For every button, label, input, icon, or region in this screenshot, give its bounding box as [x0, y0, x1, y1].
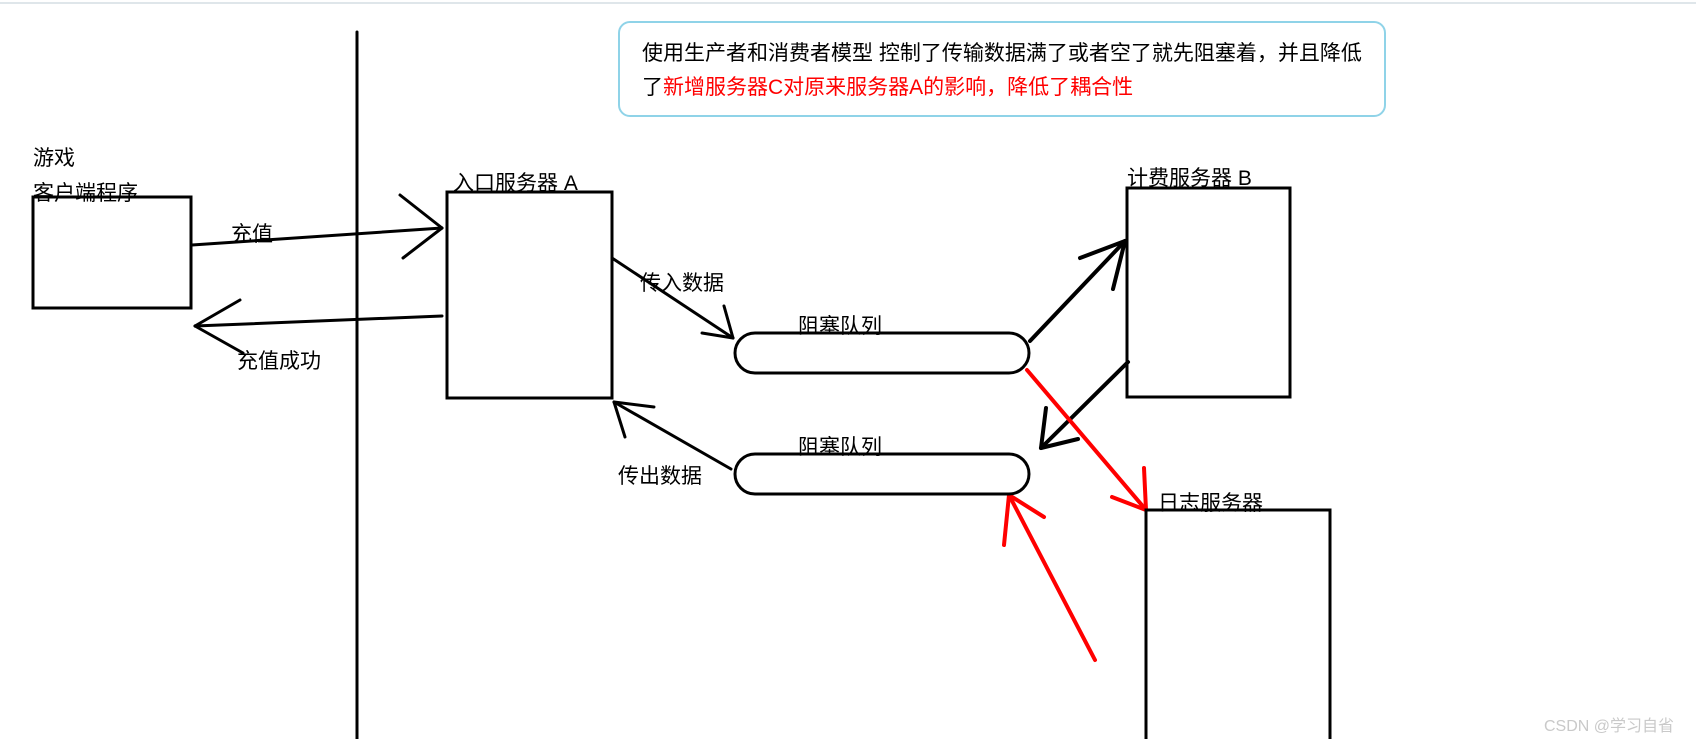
- callout-line2-red: 新增服务器C对原来服务器A的影响，降低了耦合性: [663, 76, 1133, 99]
- label-server-a: 入口服务器 A: [453, 167, 578, 197]
- watermark-text: CSDN @学习自省: [1544, 712, 1674, 736]
- label-server-b: 计费服务器 B: [1127, 162, 1252, 192]
- label-server-log: 日志服务器: [1158, 487, 1263, 517]
- label-recharge-ok: 充值成功: [237, 345, 321, 375]
- label-client-l1: 游戏: [33, 142, 75, 172]
- label-queue-1: 阻塞队列: [798, 310, 882, 340]
- callout-line1: 使用生产者和消费者模型 控制了传输数据满了或者空了就先阻塞着，并且降低: [642, 37, 1362, 71]
- label-recharge: 充值: [231, 218, 273, 248]
- label-data-out: 传出数据: [618, 460, 702, 490]
- label-data-in: 传入数据: [640, 267, 724, 297]
- label-client-l2: 客户端程序: [33, 177, 138, 207]
- label-queue-2: 阻塞队列: [798, 431, 882, 461]
- callout-line2: 了新增服务器C对原来服务器A的影响，降低了耦合性: [642, 71, 1362, 105]
- callout-box: 使用生产者和消费者模型 控制了传输数据满了或者空了就先阻塞着，并且降低 了新增服…: [618, 21, 1386, 117]
- callout-line2-black: 了: [642, 76, 663, 99]
